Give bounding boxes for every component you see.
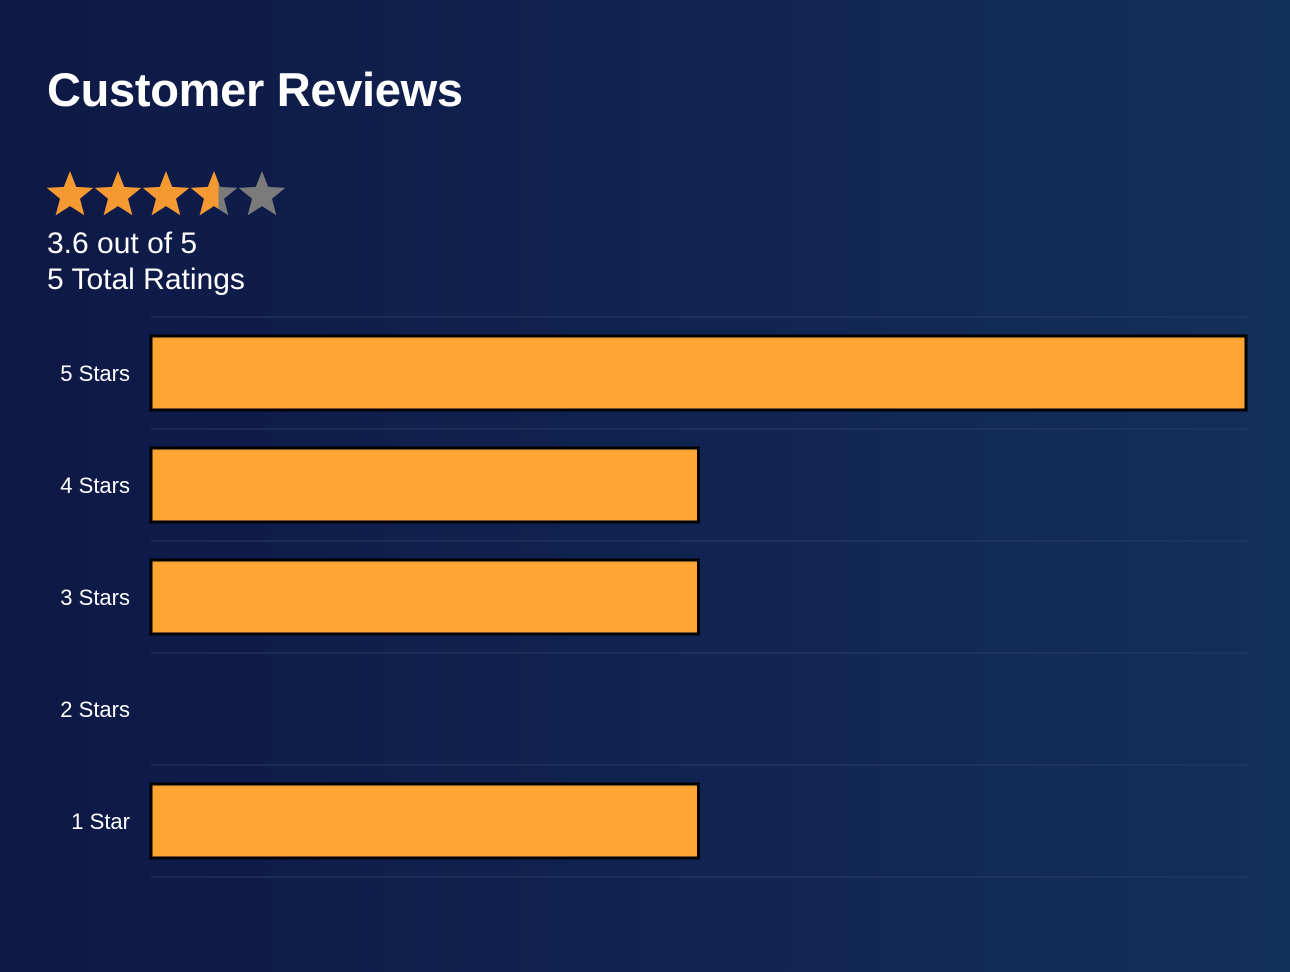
category-label: 1 Star — [71, 809, 130, 834]
page-title: Customer Reviews — [47, 63, 463, 116]
bar — [149, 782, 700, 860]
star-icon — [238, 171, 286, 216]
star-icon — [46, 171, 94, 216]
average-rating-stars — [46, 166, 286, 218]
bar — [149, 558, 700, 636]
bar — [149, 334, 1248, 412]
bar — [149, 446, 700, 524]
star-icon — [190, 171, 238, 216]
star-icon — [94, 171, 142, 216]
category-label: 5 Stars — [60, 361, 130, 386]
average-rating-text: 3.6 out of 5 — [47, 227, 198, 260]
total-ratings-text: 5 Total Ratings — [47, 263, 245, 296]
star-icon — [142, 171, 190, 216]
category-label: 2 Stars — [60, 697, 130, 722]
category-label: 4 Stars — [60, 473, 130, 498]
category-label: 3 Stars — [60, 585, 130, 610]
